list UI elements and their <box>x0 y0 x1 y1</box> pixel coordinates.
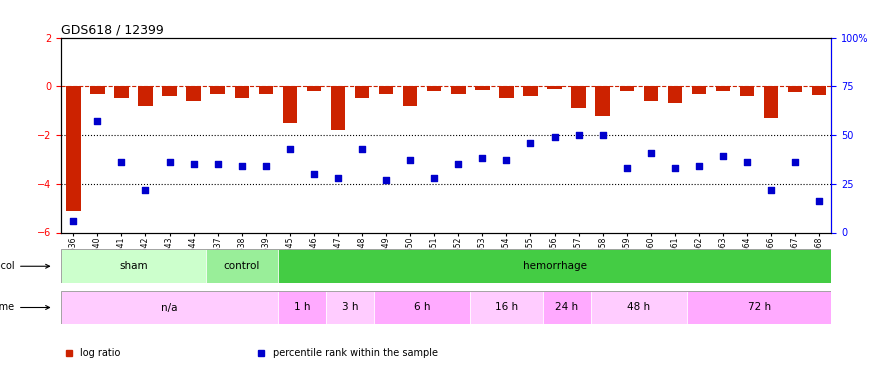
Point <box>115 159 129 165</box>
Text: 24 h: 24 h <box>555 303 578 312</box>
Bar <box>403 86 417 106</box>
Bar <box>644 86 658 101</box>
FancyBboxPatch shape <box>61 291 278 324</box>
Bar <box>427 86 442 91</box>
Bar <box>138 86 153 106</box>
Bar <box>307 86 321 91</box>
Bar <box>115 86 129 99</box>
Text: log ratio: log ratio <box>80 348 121 357</box>
Bar <box>740 86 754 96</box>
Bar <box>788 86 802 92</box>
Point <box>620 165 634 171</box>
Point <box>283 146 297 152</box>
Text: 72 h: 72 h <box>747 303 771 312</box>
Bar <box>523 86 538 96</box>
Bar <box>211 86 225 94</box>
FancyBboxPatch shape <box>542 291 591 324</box>
FancyBboxPatch shape <box>61 249 206 283</box>
Point <box>788 159 802 165</box>
Bar <box>163 86 177 96</box>
Point <box>716 153 730 159</box>
Text: 16 h: 16 h <box>495 303 518 312</box>
Point <box>596 132 610 138</box>
FancyBboxPatch shape <box>471 291 542 324</box>
Text: sham: sham <box>119 261 148 271</box>
Bar <box>379 86 394 94</box>
Point <box>740 159 754 165</box>
Point <box>138 187 152 193</box>
Text: percentile rank within the sample: percentile rank within the sample <box>273 348 438 357</box>
Text: 3 h: 3 h <box>342 303 358 312</box>
Bar <box>186 86 201 101</box>
Text: protocol: protocol <box>0 261 50 271</box>
Bar <box>90 86 105 94</box>
Bar <box>716 86 731 91</box>
Point <box>692 163 706 169</box>
FancyBboxPatch shape <box>591 291 687 324</box>
Bar <box>668 86 682 104</box>
Point <box>234 163 248 169</box>
Bar <box>812 86 827 95</box>
Bar <box>66 86 80 211</box>
Point <box>403 158 417 164</box>
Text: GDS618 / 12399: GDS618 / 12399 <box>61 23 164 36</box>
Point <box>90 118 104 124</box>
FancyBboxPatch shape <box>206 249 278 283</box>
Bar <box>571 86 586 108</box>
Bar <box>283 86 298 123</box>
Bar <box>259 86 273 94</box>
Point <box>186 161 200 167</box>
Point <box>500 158 514 164</box>
Point <box>355 146 369 152</box>
Point <box>764 187 778 193</box>
Bar <box>500 86 514 99</box>
Point <box>548 134 562 140</box>
Text: time: time <box>0 303 50 312</box>
Point <box>331 175 345 181</box>
Text: 6 h: 6 h <box>414 303 430 312</box>
Bar <box>764 86 779 118</box>
Point <box>571 132 585 138</box>
Point <box>644 150 658 156</box>
Bar <box>548 86 562 89</box>
Point <box>452 161 466 167</box>
Text: 48 h: 48 h <box>627 303 650 312</box>
FancyBboxPatch shape <box>278 291 326 324</box>
Bar <box>692 86 706 94</box>
Point <box>66 218 80 224</box>
Text: 1 h: 1 h <box>294 303 310 312</box>
FancyBboxPatch shape <box>278 249 831 283</box>
Bar <box>234 86 249 99</box>
Text: hemorrhage: hemorrhage <box>522 261 586 271</box>
Bar <box>331 86 345 130</box>
Point <box>259 163 273 169</box>
Bar <box>475 86 490 90</box>
Point <box>668 165 682 171</box>
Bar <box>452 86 466 94</box>
Point <box>211 161 225 167</box>
Point <box>812 198 826 204</box>
Point <box>523 140 537 146</box>
Point <box>307 171 321 177</box>
Bar <box>620 86 634 91</box>
Text: control: control <box>223 261 260 271</box>
FancyBboxPatch shape <box>687 291 831 324</box>
Bar <box>355 86 369 99</box>
Point <box>379 177 393 183</box>
FancyBboxPatch shape <box>374 291 471 324</box>
FancyBboxPatch shape <box>326 291 374 324</box>
Point <box>475 155 489 161</box>
Point <box>427 175 441 181</box>
Text: n/a: n/a <box>161 303 178 312</box>
Bar <box>596 86 610 116</box>
Point <box>163 159 177 165</box>
